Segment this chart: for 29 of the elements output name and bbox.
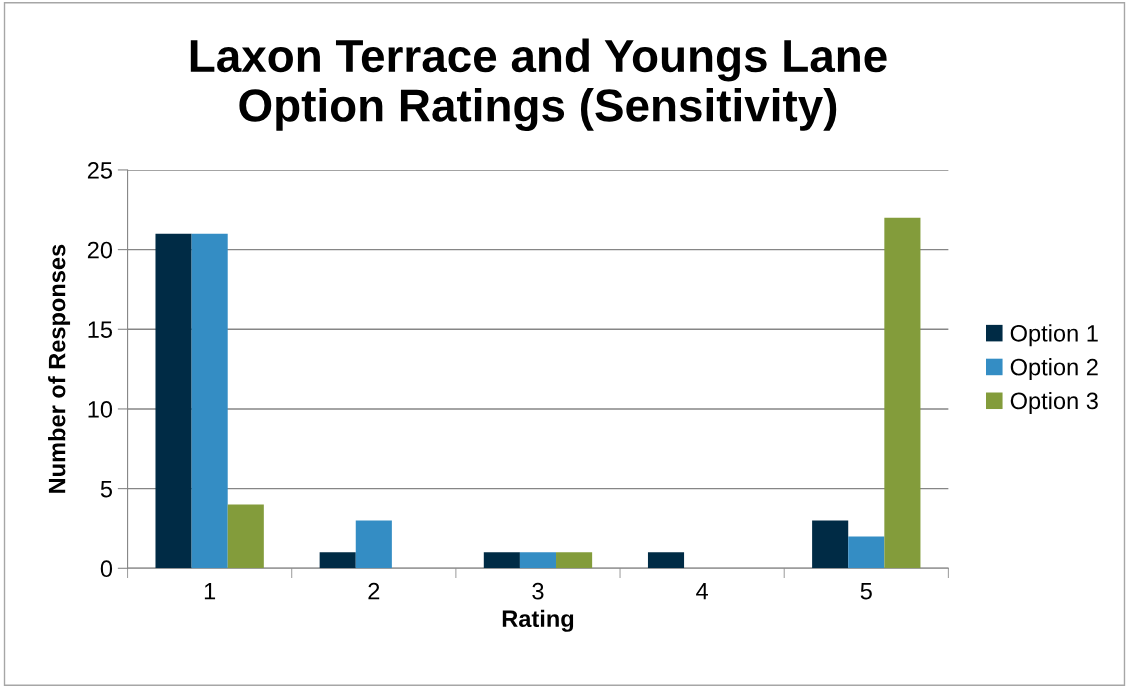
bar — [319, 552, 356, 569]
legend-label: Option 2 — [1010, 358, 1098, 381]
bar — [227, 504, 264, 569]
legend-label: Option 1 — [1010, 324, 1098, 347]
y-tick-label: 5 — [100, 480, 112, 498]
legend-label: Option 3 — [1010, 391, 1098, 414]
bar — [155, 233, 192, 569]
x-tick-label: 1 — [204, 583, 216, 600]
bar — [647, 552, 685, 569]
x-tick-label: 5 — [860, 583, 872, 600]
y-axis-title: Number of Responses — [48, 244, 71, 493]
y-tick-label: 15 — [88, 321, 113, 339]
y-tick-label: 20 — [87, 241, 113, 259]
bar — [191, 233, 228, 569]
bar — [483, 552, 520, 569]
x-tick-label: 2 — [368, 582, 380, 600]
bar — [884, 217, 921, 569]
y-tick-label: 0 — [100, 560, 113, 578]
x-tick-label: 3 — [532, 582, 544, 600]
x-axis-title: Rating — [502, 609, 574, 632]
y-tick-label: 10 — [88, 401, 113, 418]
bar — [355, 520, 392, 569]
bar — [848, 536, 885, 569]
bar — [519, 552, 557, 569]
y-tick-label: 25 — [87, 162, 113, 179]
bar — [556, 552, 593, 569]
bar — [812, 520, 849, 569]
x-tick-label: 4 — [696, 583, 708, 600]
chart-title: Laxon Terrace and Youngs Lane Option Ratings (Sensitivity) — [190, 38, 887, 132]
